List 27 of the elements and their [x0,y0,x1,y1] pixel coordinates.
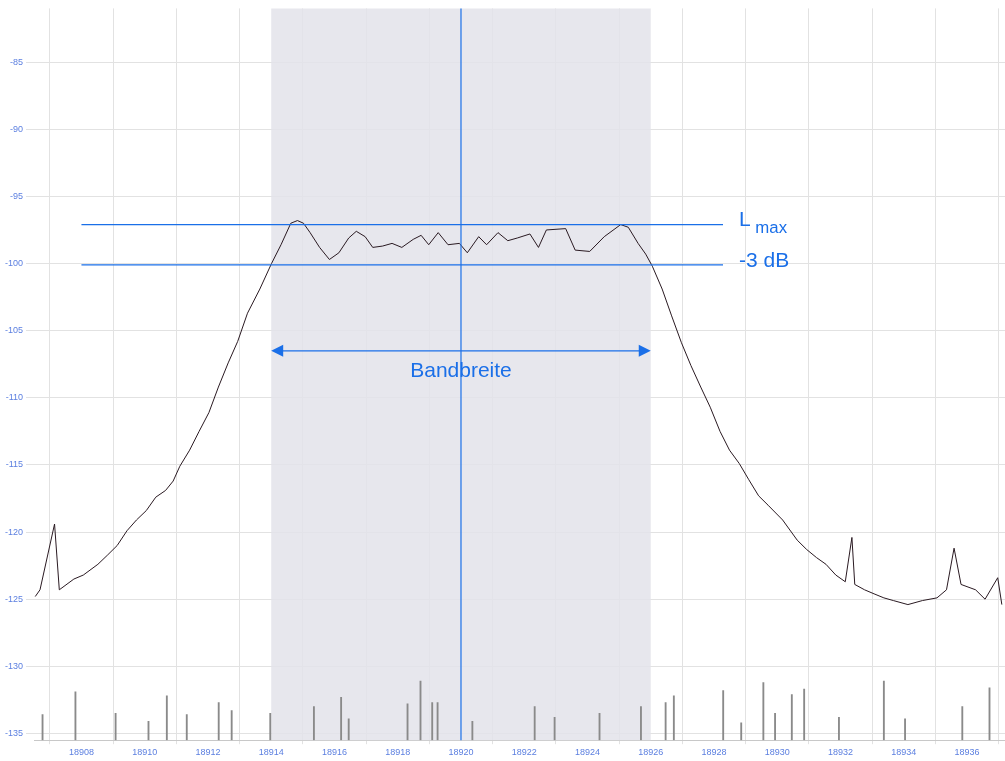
x-tick-label: 18914 [258,747,284,758]
x-tick-label: 18932 [828,747,854,758]
y-tick-label: -105 [4,325,23,336]
y-tick-label: -90 [9,123,23,134]
y-tick-label: -130 [4,660,23,671]
x-tick-label: 18918 [385,747,411,758]
y-tick-label: -135 [4,727,23,738]
x-tick-label: 18916 [321,747,347,758]
x-tick-label: 18934 [891,747,917,758]
y-tick-label: -115 [5,459,23,470]
y-tick-label: -95 [9,190,23,201]
x-tick-label: 18926 [638,747,664,758]
y-tick-label: -125 [4,593,23,604]
y-tick-label: -110 [5,392,23,403]
x-tick-label: 18922 [511,747,537,758]
x-tick-label: 18924 [574,747,601,758]
y-tick-label: -85 [9,56,23,67]
x-tick-label: 18910 [132,747,158,758]
y-tick-label: -120 [4,526,23,537]
x-tick-label: 18928 [701,747,727,758]
y-tick-label: -100 [4,258,23,269]
x-tick-label: 18912 [195,747,221,758]
x-tick-label: 18930 [764,747,790,758]
x-tick-label: 18920 [448,747,474,758]
ref-line-label: -3 dB [739,247,790,271]
x-tick-label: 18908 [68,747,94,758]
x-tick-label: 18936 [954,747,980,758]
